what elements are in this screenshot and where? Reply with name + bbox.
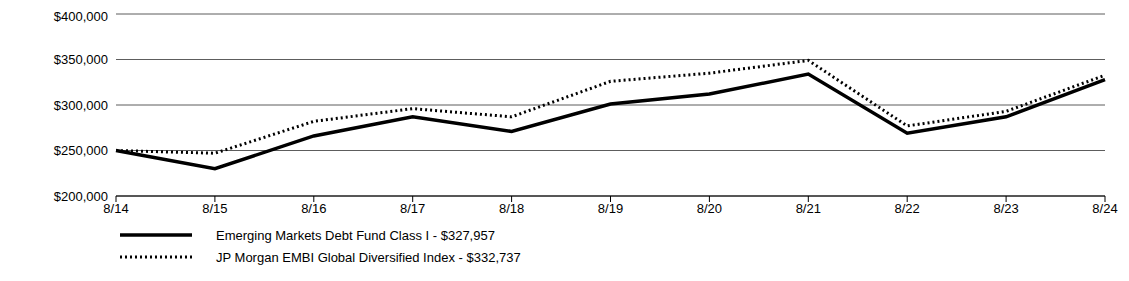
- svg-text:$250,000: $250,000: [54, 143, 108, 158]
- svg-text:8/14: 8/14: [103, 201, 129, 217]
- svg-text:8/21: 8/21: [796, 201, 821, 216]
- svg-text:8/19: 8/19: [598, 201, 623, 216]
- svg-text:8/17: 8/17: [400, 201, 425, 216]
- svg-text:8/18: 8/18: [499, 201, 524, 216]
- svg-text:$300,000: $300,000: [54, 98, 108, 113]
- html-text:Emerging Markets Debt Fund Cla: Emerging Markets Debt Fund Class I - $32…: [216, 227, 495, 243]
- svg-text:$200,000: $200,000: [54, 189, 108, 204]
- svg-text:$350,000: $350,000: [54, 52, 108, 67]
- svg-text:8/24: 8/24: [1092, 201, 1117, 216]
- svg-text:8/16: 8/16: [301, 201, 326, 216]
- svg-text:8/15: 8/15: [202, 201, 227, 216]
- svg-text:8/22: 8/22: [895, 201, 920, 216]
- html-text:JP Morgan EMBI Global Diversif: JP Morgan EMBI Global Diversified Index …: [216, 249, 521, 265]
- svg-text:$400,000: $400,000: [54, 9, 108, 24]
- svg-text:8/20: 8/20: [697, 201, 722, 216]
- svg-text:8/23: 8/23: [993, 201, 1018, 216]
